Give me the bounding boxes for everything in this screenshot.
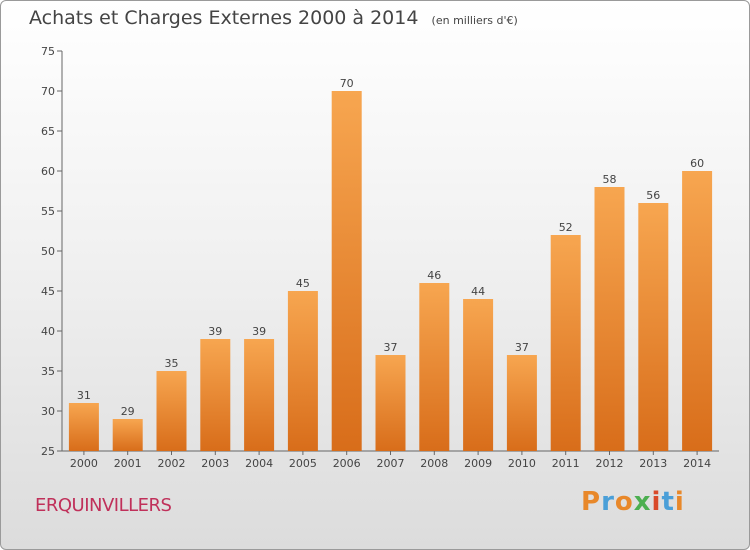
- bar-2005: [287, 291, 318, 451]
- bar-2010: [506, 355, 537, 451]
- proxiti-logo: Proxiti: [581, 487, 685, 517]
- x-tick-label: 2012: [596, 457, 624, 470]
- x-tick-label: 2011: [552, 457, 580, 470]
- bar-2003: [200, 339, 231, 451]
- bar-2008: [419, 283, 450, 451]
- y-tick-label: 55: [41, 205, 55, 218]
- logo-letter: r: [601, 487, 615, 517]
- x-tick-label: 2013: [639, 457, 667, 470]
- logo-letter: P: [581, 487, 602, 517]
- chart-unit: (en milliers d'€): [431, 14, 518, 27]
- bar-2007: [375, 355, 406, 451]
- bar-value-label: 39: [252, 325, 266, 338]
- bar-2014: [682, 171, 713, 451]
- chart-title-text: Achats et Charges Externes 2000 à 2014: [29, 7, 419, 29]
- x-tick-label: 2014: [683, 457, 711, 470]
- bar-2009: [463, 299, 494, 451]
- y-tick-label: 25: [41, 445, 55, 458]
- bar-value-label: 37: [515, 341, 529, 354]
- logo-letter: t: [661, 487, 675, 517]
- x-tick-label: 2002: [158, 457, 186, 470]
- logo-letter: o: [614, 487, 634, 517]
- bar-value-label: 46: [427, 269, 441, 282]
- x-tick-label: 2003: [201, 457, 229, 470]
- bar-value-label: 37: [384, 341, 398, 354]
- x-tick-label: 2008: [420, 457, 448, 470]
- bar-2004: [244, 339, 275, 451]
- y-tick-label: 70: [41, 85, 55, 98]
- bar-value-label: 52: [559, 221, 573, 234]
- bar-2011: [550, 235, 581, 451]
- bar-2013: [638, 203, 669, 451]
- chart-title: Achats et Charges Externes 2000 à 2014 (…: [29, 7, 518, 29]
- bar-value-label: 29: [121, 405, 135, 418]
- logo-letter: i: [651, 487, 662, 517]
- town-name: ERQUINVILLERS: [35, 495, 172, 516]
- bar-value-label: 70: [340, 77, 354, 90]
- bar-value-label: 45: [296, 277, 310, 290]
- y-tick-label: 45: [41, 285, 55, 298]
- chart-bars: 31 29 35 39 39 45 70 37 46 44 37 52 58 56 60: [68, 77, 713, 451]
- bar-2012: [594, 187, 625, 451]
- y-tick-label: 60: [41, 165, 55, 178]
- x-tick-label: 2000: [70, 457, 98, 470]
- y-tick-label: 75: [41, 45, 55, 58]
- logo-letter: i: [674, 487, 685, 517]
- x-tick-label: 2006: [333, 457, 361, 470]
- logo-letter: x: [633, 487, 652, 517]
- bar-value-label: 60: [690, 157, 704, 170]
- x-tick-label: 2001: [114, 457, 142, 470]
- x-tick-label: 2004: [245, 457, 273, 470]
- bar-2001: [112, 419, 143, 451]
- bar-value-label: 44: [471, 285, 485, 298]
- y-tick-label: 40: [41, 325, 55, 338]
- bar-value-label: 56: [646, 189, 660, 202]
- bar-value-label: 31: [77, 389, 91, 402]
- y-tick-label: 30: [41, 405, 55, 418]
- x-tick-label: 2007: [377, 457, 405, 470]
- bar-2002: [156, 371, 187, 451]
- x-tick-label: 2009: [464, 457, 492, 470]
- bar-2000: [68, 403, 99, 451]
- x-tick-label: 2010: [508, 457, 536, 470]
- y-tick-label: 65: [41, 125, 55, 138]
- y-tick-label: 50: [41, 245, 55, 258]
- y-tick-label: 35: [41, 365, 55, 378]
- bar-value-label: 58: [603, 173, 617, 186]
- bar-value-label: 35: [165, 357, 179, 370]
- bar-2006: [331, 91, 362, 451]
- x-tick-label: 2005: [289, 457, 317, 470]
- bar-value-label: 39: [208, 325, 222, 338]
